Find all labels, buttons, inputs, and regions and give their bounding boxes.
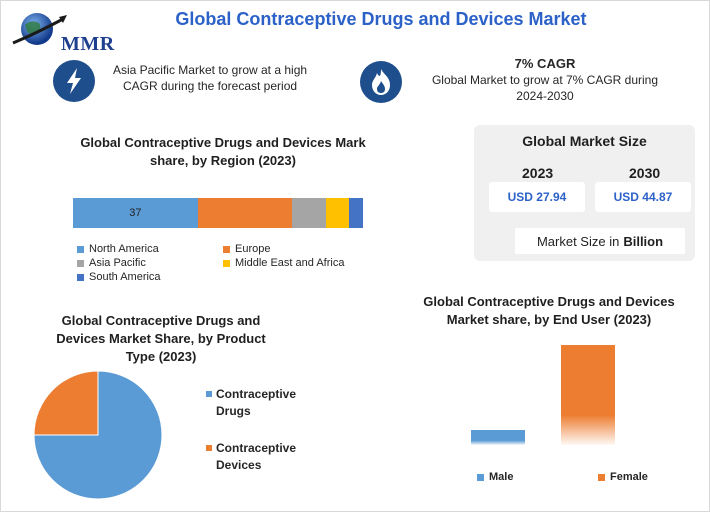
cagr-highlight: 7% CAGR Global Market to grow at 7% CAGR… (417, 56, 673, 104)
legend-swatch (206, 445, 212, 451)
legend-item-female: Female (598, 470, 648, 484)
legend-swatch (223, 245, 230, 253)
market-size-title: Global Market Size (522, 133, 647, 149)
legend-swatch (598, 473, 605, 481)
bar-segment-asia-pacific (292, 198, 326, 228)
region-chart-title: Global Contraceptive Drugs and Devices M… (80, 135, 366, 168)
year-2023-label: 2023 (522, 165, 554, 181)
bar-segment-north-america: 37 (73, 198, 198, 228)
legend-label: South America (89, 271, 161, 283)
legend-swatch (77, 259, 84, 267)
logo-text: MMR (61, 33, 115, 55)
legend-item-europe: Europe (223, 242, 270, 256)
value-2023: USD 27.94 (489, 182, 585, 212)
pie-slice-contraceptive-devices (33, 370, 99, 436)
unit-prefix: Market Size in (536, 233, 620, 249)
legend-label: Contraceptive Devices (216, 441, 297, 472)
end-user-chart-title: Global Contraceptive Drugs and Devices M… (423, 294, 675, 327)
bar-male (471, 430, 525, 445)
legend-label: Middle East and Africa (235, 257, 345, 269)
legend-swatch (77, 273, 84, 281)
legend-swatch (206, 391, 212, 397)
cagr-title: 7% CAGR (514, 56, 576, 71)
flame-icon (360, 61, 402, 103)
bar-female (561, 345, 615, 445)
pie-slice-contraceptive-drugs (33, 370, 163, 500)
year-2030-label: 2030 (629, 165, 661, 181)
legend-swatch (223, 259, 230, 267)
legend-item-contraceptive-drugs: Contraceptive Drugs (206, 386, 306, 420)
legend-label: Male (489, 471, 514, 483)
end-user-bar-chart (471, 345, 615, 445)
legend-item-north-america: North America (77, 242, 159, 256)
product-type-pie-chart (33, 370, 163, 500)
legend-item-middle-east-and-africa: Middle East and Africa (223, 256, 344, 270)
bar-segment-south-america (349, 198, 363, 228)
legend-item-male: Male (477, 470, 513, 484)
legend-item-asia-pacific: Asia Pacific (77, 256, 146, 270)
value-2030: USD 44.87 (595, 182, 691, 212)
legend-item-south-america: South America (77, 270, 161, 284)
market-size-unit: Market Size in Billion (515, 228, 685, 254)
region-stacked-bar: 37 (73, 198, 363, 228)
legend-label: Female (610, 471, 648, 483)
legend-label: North America (89, 243, 159, 255)
globe-icon (12, 13, 67, 45)
legend-label: Asia Pacific (89, 257, 146, 269)
legend-label: Europe (235, 243, 271, 255)
legend-item-contraceptive-devices: Contraceptive Devices (206, 440, 306, 474)
data-label-north-america: 37 (129, 207, 142, 219)
asia-pacific-highlight: Asia Pacific Market to grow at a high CA… (112, 63, 308, 93)
legend-swatch (77, 245, 84, 253)
mmr-logo: MMR (9, 7, 127, 55)
bar-segment-middle-east-and-africa (325, 198, 350, 228)
legend-swatch (477, 473, 484, 481)
bar-segment-europe (197, 198, 293, 228)
legend-label: Contraceptive Drugs (216, 387, 297, 418)
lightning-icon (53, 60, 95, 102)
unit-label: Billion (623, 233, 664, 249)
page-title: Global Contraceptive Drugs and Devices M… (175, 9, 587, 29)
product-chart-title: Global Contraceptive Drugs and Devices M… (56, 313, 266, 364)
cagr-text: Global Market to grow at 7% CAGR during … (431, 73, 659, 103)
